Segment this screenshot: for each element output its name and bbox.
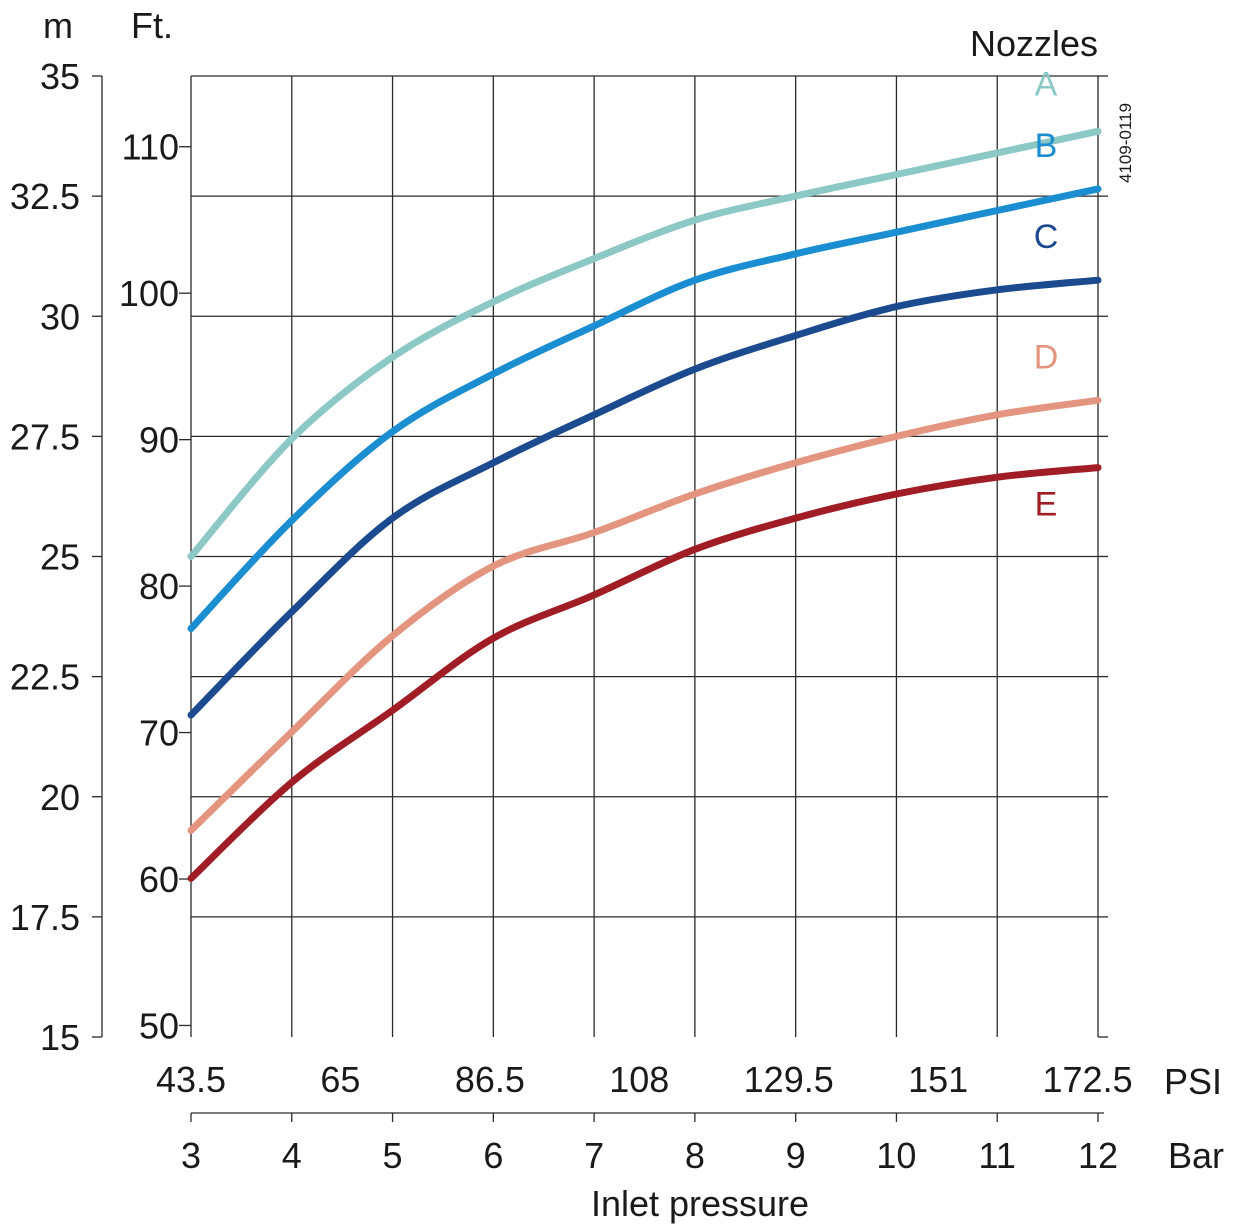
series-line-d	[187, 396, 1102, 834]
legend-title: Nozzles	[970, 23, 1098, 64]
x-tick-label-bar: 12	[1078, 1135, 1118, 1176]
x-axis-unit-bar: Bar	[1168, 1135, 1224, 1176]
y-tick-label-ft: 100	[119, 273, 179, 314]
y-tick-label-ft: 60	[139, 859, 179, 900]
y-tick-label-m: 22.5	[10, 657, 80, 698]
x-tick-label-bar: 11	[979, 1135, 1016, 1176]
y-tick-label-m: 25	[40, 537, 80, 578]
series-labels: AB C D E	[1034, 65, 1059, 523]
x-tick-label-bar: 5	[383, 1135, 403, 1176]
y-axis-unit-ft: Ft.	[131, 5, 173, 46]
x-tick-label-bar: 4	[282, 1135, 302, 1176]
series-label-d: D	[1034, 338, 1059, 376]
y-tick-label-m: 30	[40, 296, 80, 337]
x-tick-label-psi: 86.5	[455, 1059, 525, 1100]
y-tick-label-ft: 50	[139, 1005, 179, 1046]
x-tick-label-bar: 8	[685, 1135, 705, 1176]
series-line-e	[187, 464, 1102, 882]
y-tick-label-m: 15	[40, 1017, 80, 1058]
y-axis-unit-m: m	[43, 5, 73, 46]
x-axis-unit-psi: PSI	[1164, 1061, 1222, 1102]
y-tick-label-ft: 80	[139, 566, 179, 607]
x-tick-label-psi: 65	[320, 1059, 360, 1100]
series-label-b: B	[1035, 127, 1058, 165]
x-tick-label-psi: 43.5	[156, 1059, 226, 1100]
y-tick-label-ft: 70	[139, 713, 179, 754]
x-tick-label-psi: 172.5	[1043, 1059, 1133, 1100]
series-label-c: C	[1034, 218, 1059, 256]
series-line-a	[187, 127, 1102, 560]
x-axis-title: Inlet pressure	[591, 1183, 809, 1224]
x-tick-label-bar: 10	[876, 1135, 916, 1176]
series-label-e: E	[1035, 486, 1058, 524]
y-tick-label-ft: 110	[122, 127, 179, 168]
figure-code: 4109-0119	[1116, 103, 1135, 183]
y-tick-label-ft: 90	[139, 420, 179, 461]
y-tick-label-m: 35	[40, 56, 80, 97]
x-tick-label-bar: 7	[584, 1135, 604, 1176]
series-line-c	[187, 276, 1102, 719]
grid	[190, 75, 1099, 1037]
series-label-a: A	[1035, 65, 1058, 103]
x-tick-label-psi: 108	[609, 1059, 669, 1100]
x-tick-label-bar: 9	[786, 1135, 806, 1176]
x-tick-label-bar: 3	[181, 1135, 201, 1176]
x-tick-label-psi: 129.5	[744, 1059, 834, 1100]
x-tick-label-bar: 6	[483, 1135, 503, 1176]
series-line-b	[187, 185, 1102, 633]
y-tick-label-m: 32.5	[10, 176, 80, 217]
y-tick-label-m: 17.5	[10, 897, 80, 938]
y-tick-label-m: 20	[40, 777, 80, 818]
tick-labels: 1517.52022.52527.53032.53550607080901001…	[10, 56, 1133, 1176]
axes	[92, 75, 1108, 1122]
series-lines	[187, 127, 1102, 882]
y-tick-label-m: 27.5	[10, 416, 80, 457]
x-tick-label-psi: 151	[908, 1059, 968, 1100]
